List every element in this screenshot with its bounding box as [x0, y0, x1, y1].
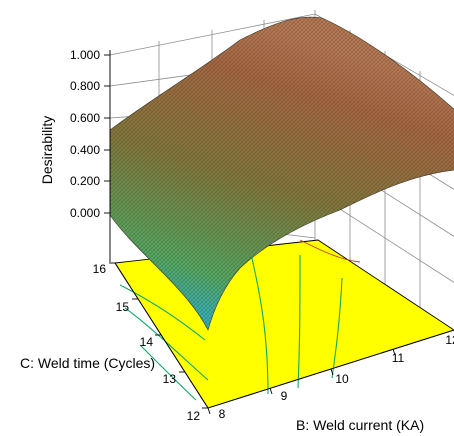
- response-surface: [109, 16, 454, 331]
- z-tick-label: 0.600: [70, 111, 100, 125]
- z-tick-label: 0.000: [70, 206, 100, 220]
- x-tick-marks: [207, 330, 454, 415]
- z-tick-label: 0.200: [70, 174, 100, 188]
- y-tick-label: 13: [163, 372, 177, 386]
- z-axis-title: Desirability: [39, 116, 55, 184]
- x-tick-labels: 8 9 10 11 12: [219, 333, 454, 421]
- y-tick-label: 14: [140, 335, 154, 349]
- x-tick-label: 12: [445, 333, 454, 347]
- y-tick-marks: [109, 262, 208, 409]
- floor-contours: [119, 239, 361, 401]
- y-axis-title: C: Weld time (Cycles): [20, 355, 155, 371]
- x-tick-label: 10: [335, 372, 349, 386]
- y-tick-labels: 16 15 14 13 12: [93, 262, 201, 423]
- x-axis-title: B: Weld current (KA): [296, 417, 424, 433]
- y-tick-label: 16: [93, 262, 107, 276]
- z-tick-marks: [104, 54, 110, 214]
- x-tick-label: 9: [281, 389, 288, 403]
- z-tick-label: 0.800: [70, 79, 100, 93]
- z-tick-labels: 0.000 0.200 0.400 0.600 0.800 1.000: [70, 48, 100, 220]
- y-tick-label: 12: [187, 409, 201, 423]
- x-tick-label: 8: [219, 407, 226, 421]
- x-tick-label: 11: [392, 351, 405, 365]
- z-tick-label: 1.000: [70, 48, 100, 62]
- z-tick-label: 0.400: [70, 143, 100, 157]
- y-tick-label: 15: [116, 300, 130, 314]
